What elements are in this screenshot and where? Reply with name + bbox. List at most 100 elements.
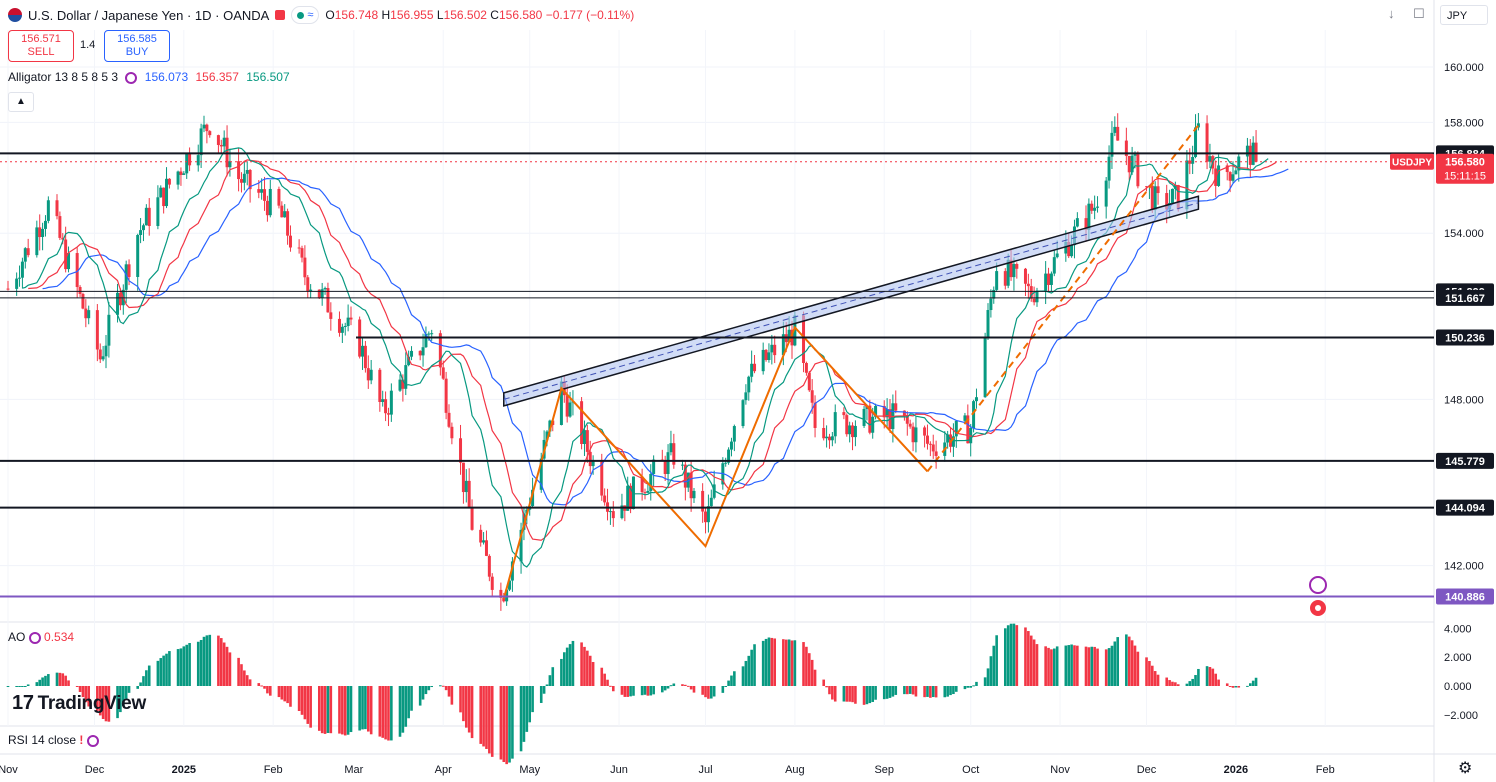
ao-bar <box>784 639 788 686</box>
candle-body <box>127 264 131 277</box>
tradingview-logo[interactable]: 17 TradingView <box>12 692 146 715</box>
ao-bar <box>404 686 408 727</box>
candle <box>369 359 373 385</box>
ao-bar <box>462 686 465 722</box>
currency-selector[interactable]: JPY <box>1440 5 1488 25</box>
candle-body <box>732 426 736 442</box>
candle <box>320 282 324 306</box>
ao-label: AO <box>8 630 26 644</box>
buy-button[interactable]: 156.585 BUY <box>104 30 170 62</box>
candle-body <box>41 228 45 238</box>
settings-gear-icon[interactable]: ⚙ <box>1458 760 1473 777</box>
ao-legend[interactable]: AO 0.534 <box>8 630 74 644</box>
ao-bar <box>467 686 471 733</box>
y-tick-label: 160.000 <box>1444 62 1484 74</box>
candle-body <box>773 344 777 356</box>
candle-body <box>934 451 938 456</box>
candle <box>974 388 978 409</box>
ao-bar <box>842 686 846 702</box>
candle-body <box>1029 286 1033 299</box>
alligator-legend[interactable]: Alligator 13 8 5 8 5 3 156.073 156.357 1… <box>8 70 294 84</box>
candle <box>237 147 241 192</box>
candle-body <box>925 435 929 444</box>
candle-body <box>882 405 886 418</box>
candle-body <box>750 363 754 377</box>
candle-body <box>545 431 549 440</box>
candle-body <box>810 390 814 403</box>
candle-body <box>1064 241 1068 254</box>
candle-body <box>1136 154 1140 187</box>
alligator-name: Alligator 13 8 5 8 5 3 <box>8 70 119 84</box>
ao-bar <box>127 686 131 693</box>
candle <box>946 430 950 449</box>
ao-bar <box>1168 680 1171 686</box>
ao-bar <box>341 686 344 735</box>
ao-bar <box>61 673 65 686</box>
candle <box>1170 188 1174 204</box>
candle-body <box>239 179 243 183</box>
candle <box>804 361 808 376</box>
candle-body <box>1231 174 1235 181</box>
candle <box>931 434 935 459</box>
symbol-title[interactable]: U.S. Dollar / Japanese Yen · 1D · OANDA <box>28 7 270 23</box>
ao-bar <box>1248 683 1252 686</box>
candle <box>744 384 748 405</box>
candle <box>95 304 99 362</box>
download-icon[interactable]: ↓ <box>1388 6 1395 21</box>
candle-body <box>611 511 615 519</box>
candle <box>833 404 837 444</box>
candle <box>1044 261 1048 305</box>
candle-body <box>640 476 644 493</box>
candle-body <box>1234 170 1238 175</box>
ao-bar <box>995 635 998 686</box>
alligator-lips-line <box>22 147 1269 568</box>
ao-bar <box>378 686 382 737</box>
candle-body <box>753 363 757 372</box>
candle-body <box>67 253 71 270</box>
candle <box>58 211 62 241</box>
rsi-loading-icon <box>86 734 99 747</box>
candle <box>727 447 731 465</box>
maximize-icon[interactable]: ☐ <box>1413 6 1425 21</box>
data-source-toggle[interactable]: ≈ <box>291 6 320 24</box>
rsi-legend[interactable]: RSI 14 close ! <box>8 733 99 747</box>
candle <box>219 139 223 154</box>
candle-body <box>813 402 817 428</box>
candle-body <box>548 420 552 432</box>
collapse-legend-button[interactable]: ▲ <box>8 92 34 112</box>
candle-body <box>450 426 454 439</box>
candle-body <box>1225 165 1229 173</box>
ao-bar <box>1156 674 1160 686</box>
candle <box>421 333 425 367</box>
alligator-jaw-line <box>42 168 1289 506</box>
ao-bar <box>1174 682 1177 686</box>
candle <box>580 397 584 450</box>
x-tick-label: Jun <box>610 764 628 776</box>
candle <box>75 247 79 298</box>
candle-body <box>139 230 143 235</box>
sell-button[interactable]: 156.571 SELL <box>8 30 74 62</box>
candle-body <box>407 356 411 366</box>
candle <box>1049 271 1053 292</box>
candle <box>1096 196 1100 213</box>
candle <box>568 391 572 418</box>
candle <box>265 195 269 222</box>
candle-body <box>701 490 705 512</box>
ao-bar <box>828 686 831 695</box>
candle-body <box>1248 145 1252 165</box>
candle <box>156 185 160 230</box>
candle <box>848 421 852 443</box>
ao-bar <box>366 686 370 732</box>
candle <box>1093 195 1097 220</box>
ao-bar <box>862 686 866 705</box>
ao-bar <box>1107 648 1111 686</box>
ao-bar <box>245 675 249 686</box>
ao-bar <box>237 657 240 686</box>
ao-bar <box>142 676 145 686</box>
candle-body <box>300 248 304 258</box>
candle-body <box>237 161 241 180</box>
ao-bar <box>531 686 534 713</box>
candle <box>87 305 91 325</box>
candle-body <box>228 161 232 168</box>
